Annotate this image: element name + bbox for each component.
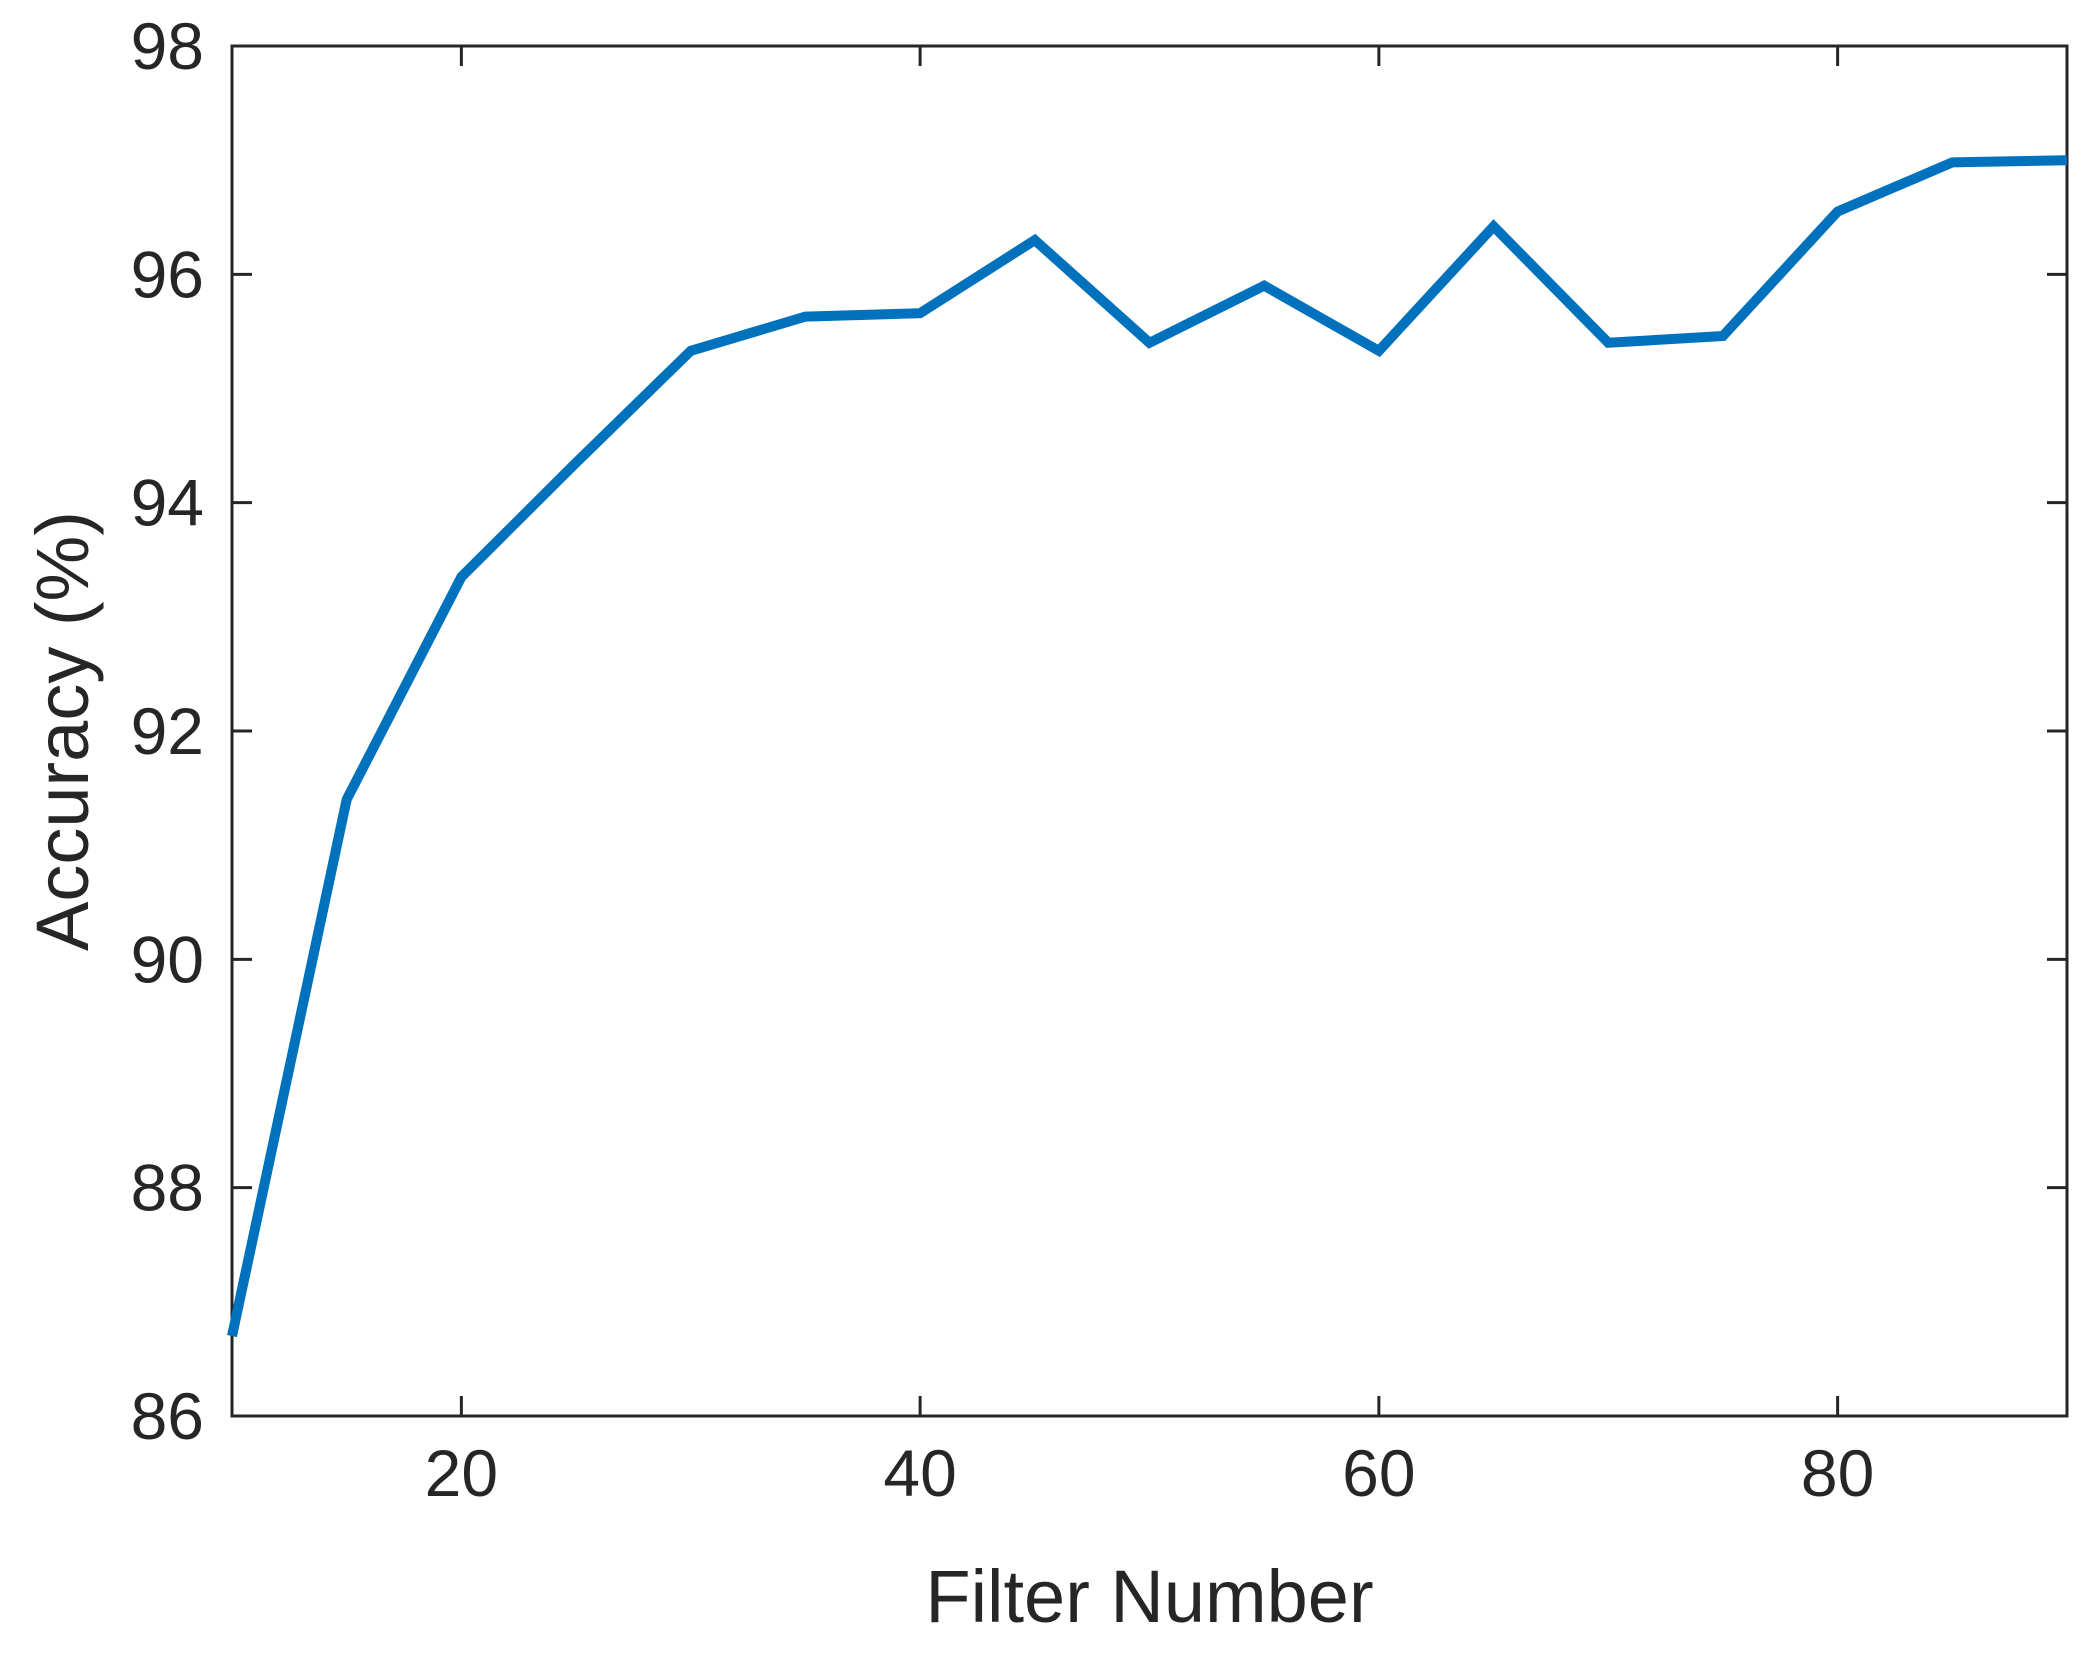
axes-box (230, 44, 2069, 1418)
axes: 20 40 60 80 86 88 90 92 94 96 98 (131, 9, 2069, 1510)
y-tick-label-88: 88 (131, 1151, 204, 1225)
y-tick-label-86: 86 (131, 1379, 204, 1453)
y-tick-label-98: 98 (131, 9, 204, 83)
series-line-0 (227, 155, 2068, 1338)
y-tick-label-92: 92 (131, 694, 204, 768)
x-tick-label-80: 80 (1801, 1436, 1874, 1510)
y-tick-label-96: 96 (131, 237, 204, 311)
x-tick-label-20: 20 (425, 1436, 498, 1510)
y-tick-label-94: 94 (131, 466, 204, 540)
series-layer (227, 155, 2068, 1338)
x-tick-label-60: 60 (1342, 1436, 1415, 1510)
x-axis-label: Filter Number (925, 1555, 1373, 1638)
y-axis-label: Accuracy (%) (21, 511, 104, 951)
y-tick-label-90: 90 (131, 922, 204, 996)
x-tick-label-40: 40 (883, 1436, 956, 1510)
